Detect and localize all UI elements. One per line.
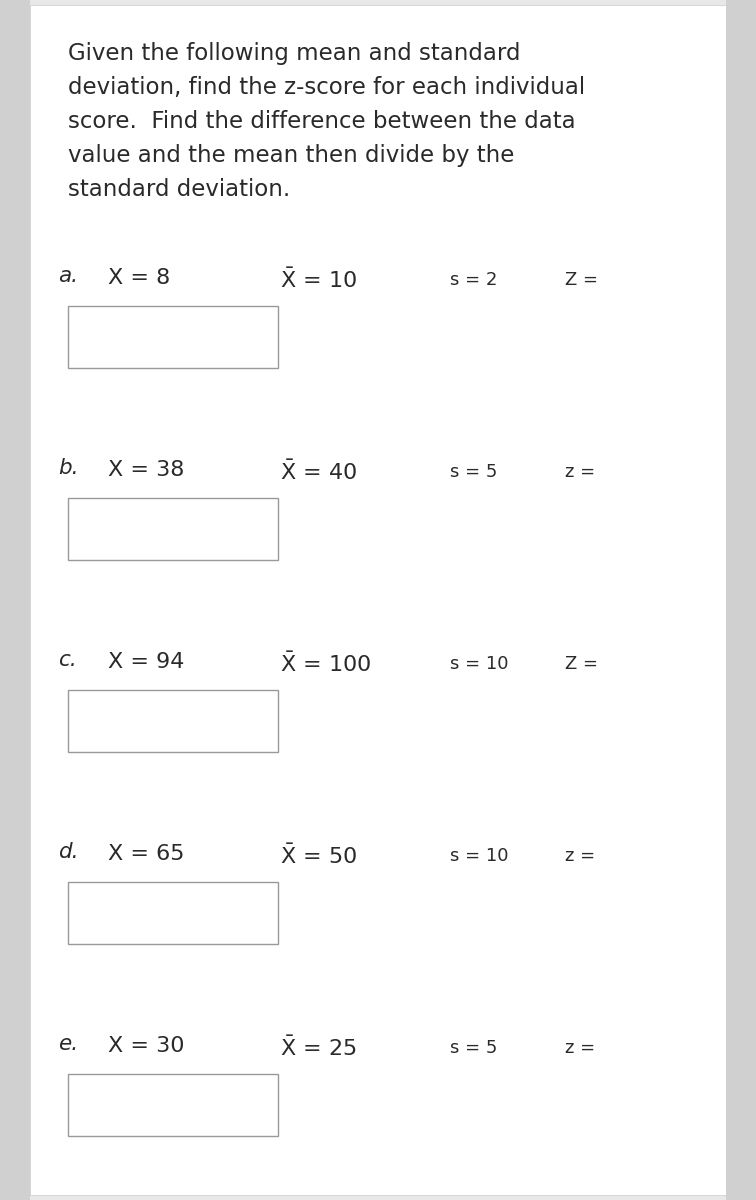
Text: b.: b. bbox=[58, 458, 79, 478]
Text: s = 10: s = 10 bbox=[450, 847, 509, 865]
Bar bbox=[68, 306, 278, 368]
Text: z =: z = bbox=[565, 463, 595, 481]
Text: $\bar{\mathregular{X}}$ = 10: $\bar{\mathregular{X}}$ = 10 bbox=[280, 268, 357, 293]
Text: c.: c. bbox=[58, 650, 77, 670]
Bar bbox=[0, 0, 30, 1200]
Text: X = 38: X = 38 bbox=[108, 460, 184, 480]
Text: s = 2: s = 2 bbox=[450, 271, 497, 289]
Text: X = 30: X = 30 bbox=[108, 1036, 184, 1056]
Text: X = 94: X = 94 bbox=[108, 652, 184, 672]
Text: deviation, find the z-score for each individual: deviation, find the z-score for each ind… bbox=[68, 76, 585, 98]
Bar bbox=[726, 0, 756, 1200]
Text: s = 5: s = 5 bbox=[450, 1039, 497, 1057]
Text: $\bar{\mathregular{X}}$ = 40: $\bar{\mathregular{X}}$ = 40 bbox=[280, 460, 357, 485]
Text: a.: a. bbox=[58, 266, 78, 286]
Text: Z =: Z = bbox=[565, 655, 598, 673]
Text: X = 8: X = 8 bbox=[108, 268, 170, 288]
Text: Z =: Z = bbox=[565, 271, 598, 289]
Text: e.: e. bbox=[58, 1034, 78, 1054]
Bar bbox=[68, 690, 278, 752]
Text: score.  Find the difference between the data: score. Find the difference between the d… bbox=[68, 110, 575, 133]
Text: z =: z = bbox=[565, 1039, 595, 1057]
Text: $\bar{\mathregular{X}}$ = 50: $\bar{\mathregular{X}}$ = 50 bbox=[280, 844, 357, 869]
Text: s = 5: s = 5 bbox=[450, 463, 497, 481]
Text: d.: d. bbox=[58, 842, 79, 862]
Text: s = 10: s = 10 bbox=[450, 655, 509, 673]
Bar bbox=[68, 1074, 278, 1136]
Text: value and the mean then divide by the: value and the mean then divide by the bbox=[68, 144, 514, 167]
Text: $\bar{\mathregular{X}}$ = 100: $\bar{\mathregular{X}}$ = 100 bbox=[280, 652, 371, 677]
Text: standard deviation.: standard deviation. bbox=[68, 178, 290, 200]
Text: $\bar{\mathregular{X}}$ = 25: $\bar{\mathregular{X}}$ = 25 bbox=[280, 1036, 356, 1061]
Bar bbox=[68, 498, 278, 560]
Text: Given the following mean and standard: Given the following mean and standard bbox=[68, 42, 520, 65]
Text: z =: z = bbox=[565, 847, 595, 865]
Text: X = 65: X = 65 bbox=[108, 844, 184, 864]
Bar bbox=[68, 882, 278, 944]
